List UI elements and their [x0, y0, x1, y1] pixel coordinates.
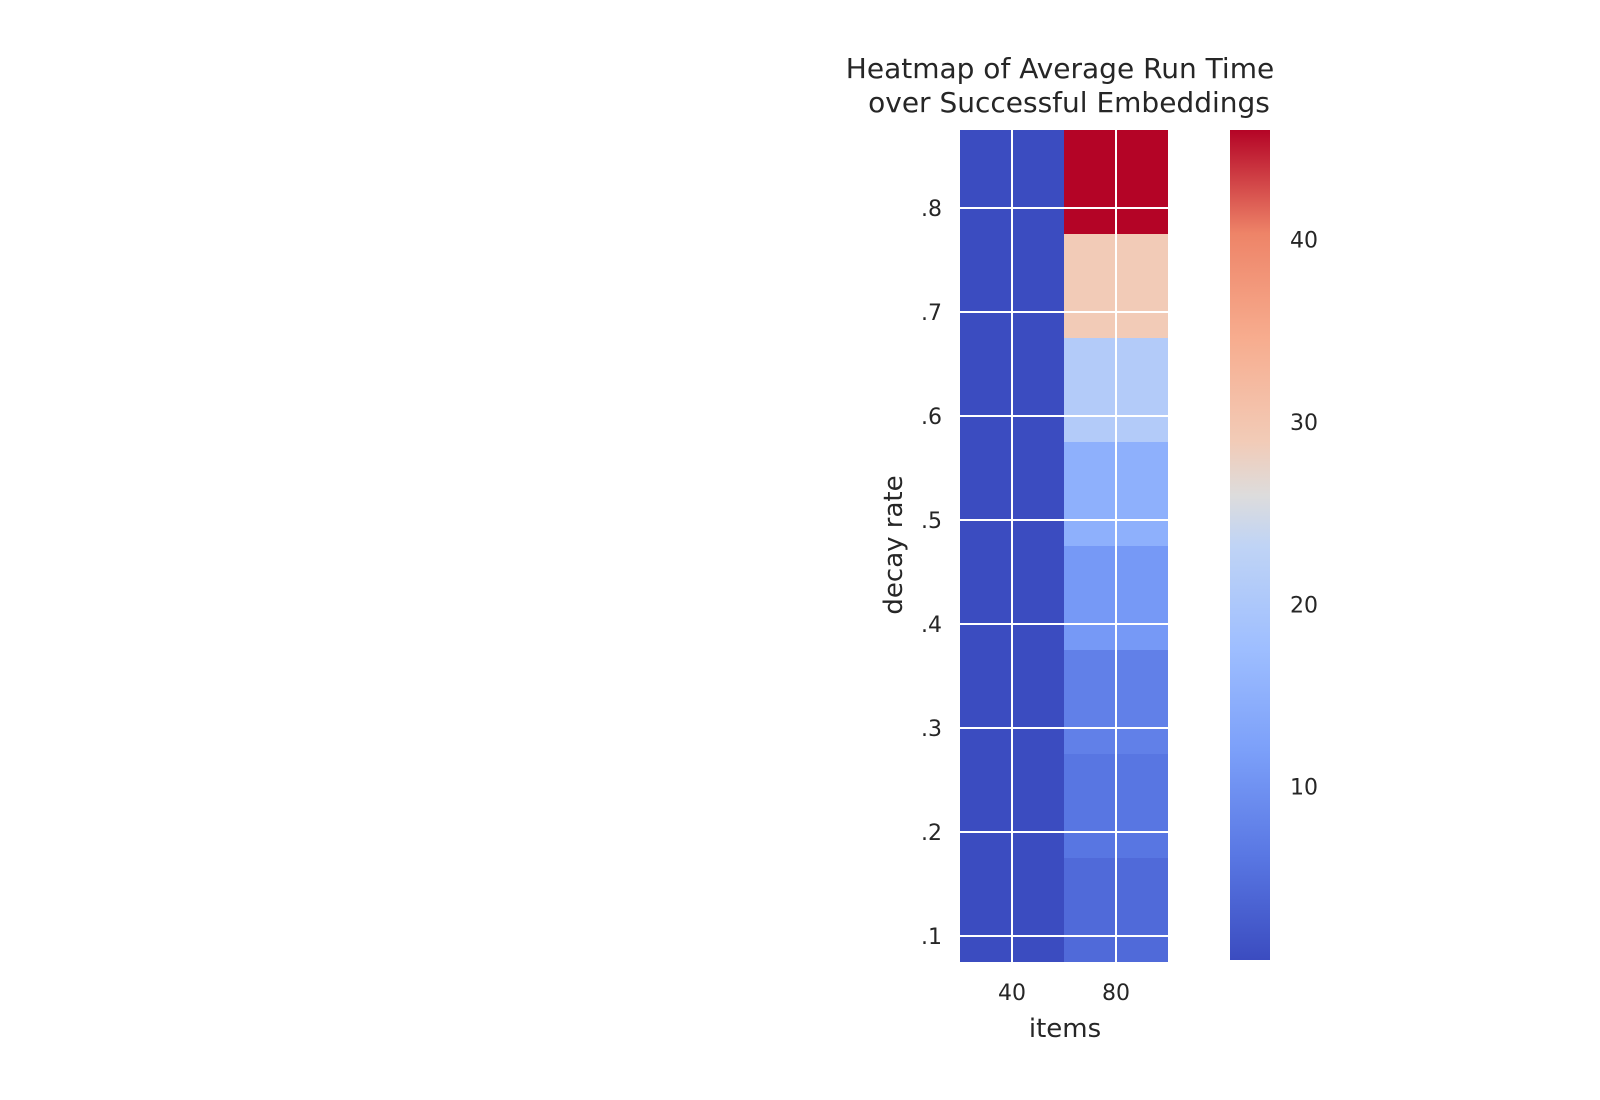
- heatmap-cell: [960, 650, 1012, 702]
- heatmap-cell: [1116, 234, 1168, 286]
- heatmap-cell: [1064, 338, 1116, 390]
- heatmap-cell: [1012, 546, 1064, 598]
- heatmap-cell: [960, 130, 1012, 182]
- y-tick-labels: .8 .7 .6 .5 .4 .3 .2 .1: [921, 197, 942, 950]
- colorbar-tick-label: 40: [1290, 228, 1318, 253]
- colorbar-tick-label: 30: [1290, 411, 1318, 436]
- x-axis-label: items: [1029, 1014, 1101, 1044]
- heatmap-cell: [1012, 130, 1064, 182]
- x-tick-labels: 40 80: [998, 981, 1130, 1006]
- heatmap-cell: [1012, 234, 1064, 286]
- heatmap-cell: [1064, 858, 1116, 910]
- y-tick-label: .2: [921, 821, 942, 846]
- heatmap-cell: [1116, 754, 1168, 806]
- heatmap-cells: [960, 130, 1168, 962]
- y-tick-label: .5: [921, 509, 942, 534]
- y-tick-label: .8: [921, 197, 942, 222]
- y-tick-label: .7: [921, 301, 942, 326]
- heatmap-cell: [960, 858, 1012, 910]
- heatmap-cell: [1116, 130, 1168, 182]
- heatmap-cell: [1064, 130, 1116, 182]
- y-tick-label: .1: [921, 925, 942, 950]
- y-tick-label: .6: [921, 405, 942, 430]
- x-tick-label: 80: [1102, 981, 1130, 1006]
- chart-title-line-1: Heatmap of Average Run Time: [846, 52, 1274, 85]
- chart-title-line-2: over Successful Embeddings: [868, 86, 1270, 119]
- heatmap-cell: [960, 338, 1012, 390]
- heatmap-cell: [1064, 650, 1116, 702]
- heatmap-cell: [1064, 546, 1116, 598]
- heatmap-cell: [1064, 442, 1116, 494]
- heatmap-cell: [960, 546, 1012, 598]
- heatmap-cell: [1116, 338, 1168, 390]
- heatmap-cell: [1116, 858, 1168, 910]
- heatmap-cell: [1064, 234, 1116, 286]
- x-tick-label: 40: [998, 981, 1026, 1006]
- heatmap-cell: [960, 234, 1012, 286]
- heatmap-gridlines: [960, 130, 1168, 962]
- heatmap-cell: [1116, 442, 1168, 494]
- heatmap-cell: [1116, 546, 1168, 598]
- y-tick-label: .4: [921, 613, 942, 638]
- heatmap-cell: [960, 754, 1012, 806]
- heatmap-cell: [960, 442, 1012, 494]
- heatmap-cell: [1012, 338, 1064, 390]
- colorbar-tick-label: 20: [1290, 593, 1318, 618]
- heatmap-cell: [1012, 650, 1064, 702]
- colorbar-tick-label: 10: [1290, 776, 1318, 801]
- heatmap-cell: [1012, 442, 1064, 494]
- colorbar-tick-labels: 10 20 30 40: [1290, 228, 1318, 800]
- heatmap-cell: [1116, 650, 1168, 702]
- colorbar: [1230, 130, 1270, 960]
- heatmap-cell: [1012, 754, 1064, 806]
- y-tick-label: .3: [921, 717, 942, 742]
- heatmap-cell: [1064, 754, 1116, 806]
- heatmap-cell: [1012, 858, 1064, 910]
- y-axis-label: decay rate: [879, 475, 909, 614]
